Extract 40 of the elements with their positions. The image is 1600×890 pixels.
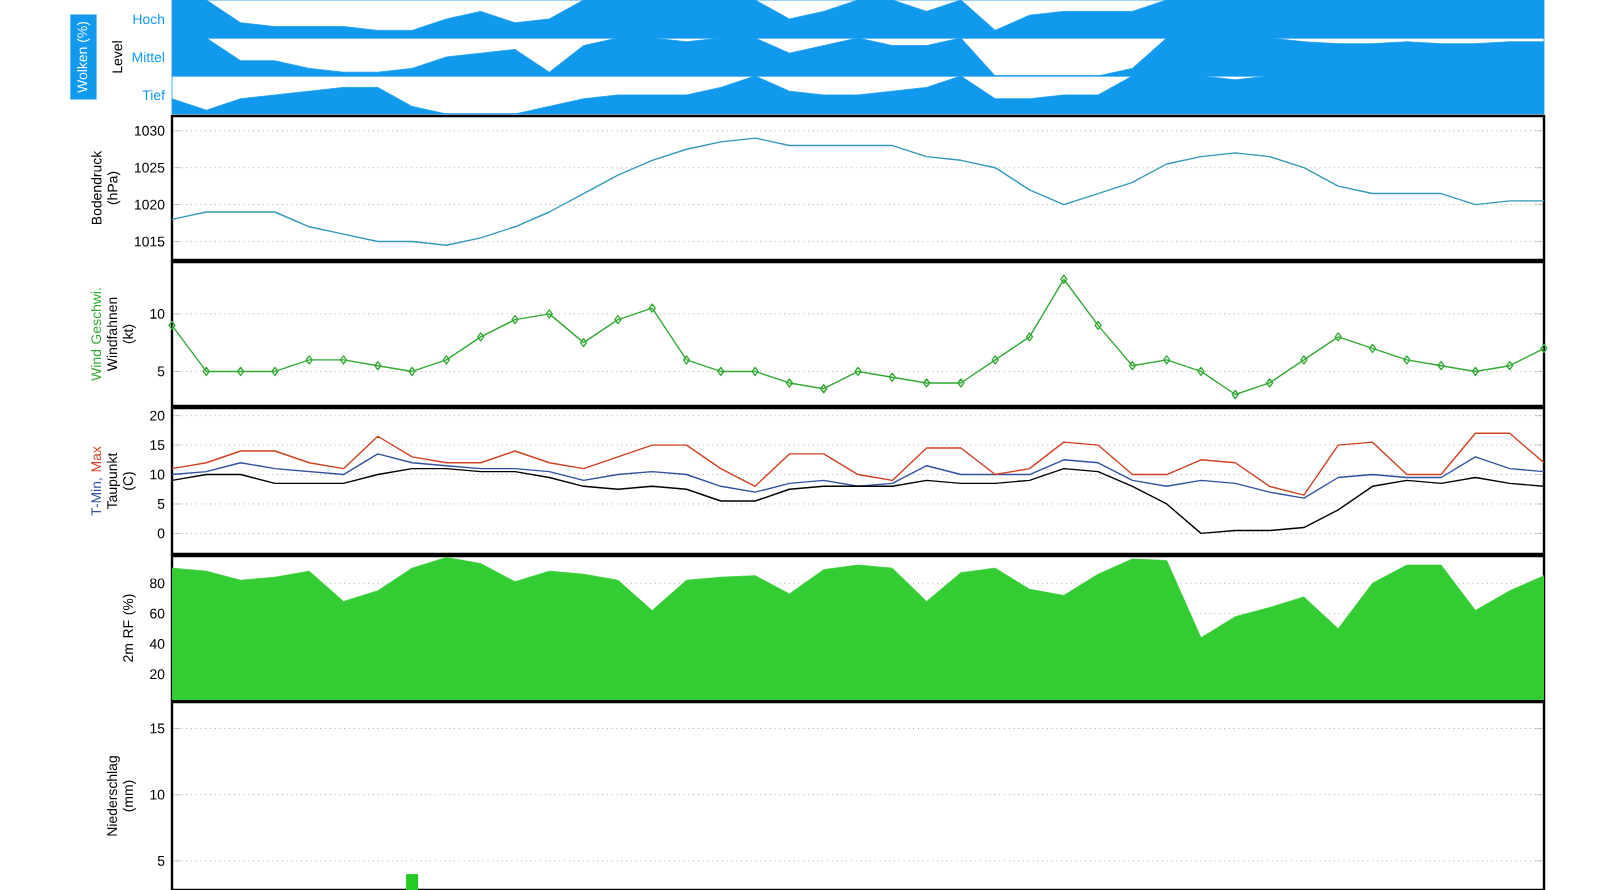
point: [751, 366, 759, 377]
point: [1437, 361, 1445, 371]
point: [374, 361, 382, 371]
point: [888, 372, 896, 382]
point: [1094, 320, 1102, 331]
point: [682, 355, 691, 365]
point: [991, 355, 999, 365]
point: [717, 366, 725, 377]
point: [1163, 355, 1171, 365]
point: [579, 337, 588, 348]
point: [511, 314, 519, 325]
point: [236, 366, 245, 377]
point: [854, 366, 862, 377]
point: [648, 303, 656, 313]
point: [957, 378, 965, 388]
point: [614, 314, 622, 325]
point: [1128, 361, 1137, 371]
point: [1506, 361, 1514, 371]
point: [1368, 343, 1377, 354]
point: [477, 332, 485, 342]
point: [1025, 332, 1034, 342]
point: [785, 378, 794, 388]
point: [1060, 274, 1068, 284]
point: [339, 355, 348, 365]
point: [305, 355, 313, 365]
line-series: [172, 432, 1545, 496]
point: [922, 378, 931, 388]
point: [442, 355, 451, 365]
point: [1300, 355, 1308, 365]
point: [820, 384, 828, 394]
point: [1265, 378, 1274, 388]
point: [1197, 366, 1205, 377]
point: [1231, 389, 1239, 400]
point: [271, 366, 279, 377]
point: [408, 366, 416, 377]
point: [545, 309, 553, 319]
point: [1471, 366, 1480, 377]
point: [1334, 332, 1342, 342]
point: [202, 366, 210, 377]
point: [1403, 355, 1411, 365]
